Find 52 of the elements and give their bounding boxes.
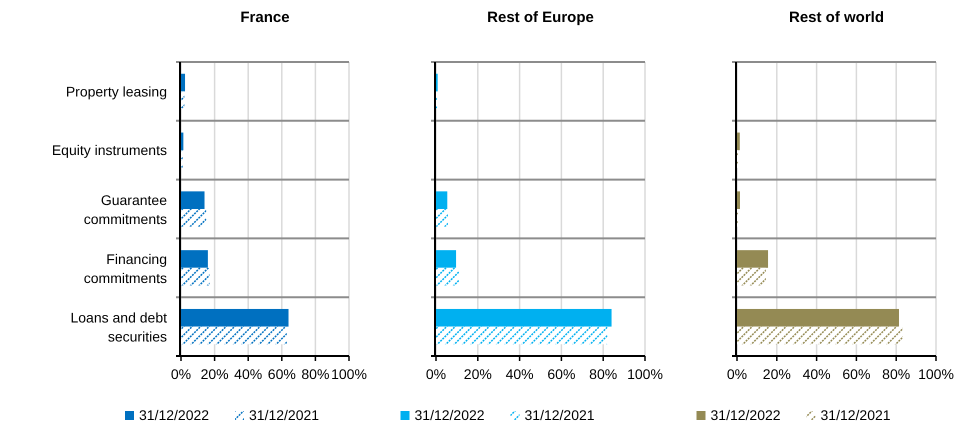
legend-label: 31/12/2021 xyxy=(249,407,320,423)
bar xyxy=(436,250,456,268)
x-tick-label: 80% xyxy=(301,366,330,382)
x-tick-label: 20% xyxy=(464,366,492,382)
x-tick-label: 20% xyxy=(200,366,229,382)
bar xyxy=(181,209,206,227)
bar xyxy=(181,308,289,327)
legend-label: 31/12/2021 xyxy=(524,407,595,423)
chart-title: France xyxy=(240,9,290,26)
x-tick-label: 60% xyxy=(268,366,296,382)
y-tick-label: Financing commitments xyxy=(84,250,167,286)
bar xyxy=(181,326,287,344)
x-tick-label: 100% xyxy=(331,366,367,382)
x-tick-label: 80% xyxy=(882,366,910,382)
bar xyxy=(737,308,899,327)
bar xyxy=(737,191,740,209)
x-tick-label: 100% xyxy=(918,366,954,382)
bar xyxy=(737,326,903,344)
x-tick-label: 40% xyxy=(506,366,534,382)
legend-label: 31/12/2022 xyxy=(414,407,485,423)
legend-label: 31/12/2021 xyxy=(820,407,891,423)
bar xyxy=(181,268,210,286)
legend-label: 31/12/2022 xyxy=(139,407,210,423)
chart-title: Rest of Europe xyxy=(487,9,594,26)
x-tick-label: 0% xyxy=(426,366,446,382)
chart-title: Rest of world xyxy=(788,9,884,26)
y-tick-label: Loans and debt securities xyxy=(70,310,168,345)
x-tick-label: 20% xyxy=(762,366,791,382)
bar xyxy=(436,326,608,344)
bar xyxy=(181,250,208,268)
bar xyxy=(181,191,205,209)
bar xyxy=(737,250,768,268)
x-tick-label: 0% xyxy=(726,366,748,382)
x-tick-label: 60% xyxy=(842,366,870,382)
x-tick-label: 80% xyxy=(589,366,618,382)
bar xyxy=(181,74,186,92)
bar xyxy=(737,268,766,286)
x-tick-label: 60% xyxy=(547,366,576,382)
y-tick-label: Property leasing xyxy=(66,83,167,100)
legend-label: 31/12/2022 xyxy=(710,407,781,423)
y-tick-label: Guarantee commitments xyxy=(84,192,168,227)
x-tick-label: 0% xyxy=(170,366,192,382)
bar xyxy=(436,308,612,327)
bar xyxy=(436,268,459,286)
bar xyxy=(436,209,448,227)
bar xyxy=(181,91,184,110)
x-tick-label: 40% xyxy=(802,366,831,382)
x-tick-label: 40% xyxy=(234,366,262,382)
y-tick-label: Equity instruments xyxy=(52,142,167,158)
bar xyxy=(737,132,740,150)
bar xyxy=(436,191,448,209)
x-tick-label: 100% xyxy=(627,366,663,382)
